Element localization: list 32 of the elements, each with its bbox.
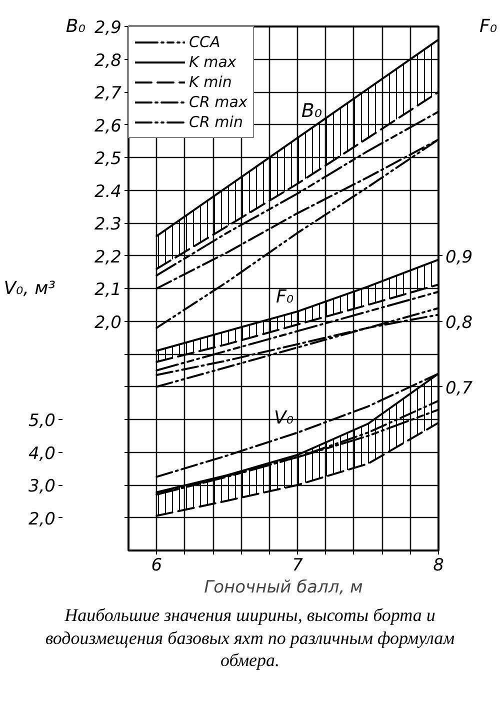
y3-tick-label: 5,0 [28,411,56,431]
x-tick-label: 8 [433,556,444,576]
y-tick-label: 2,7 [94,84,122,104]
text: Наибольшие значения ширины, высоты борта и водоизмещения базовых яхт по различным формулам обмера. [44,604,456,672]
y-axis-title: B₀ [66,16,86,37]
y-tick-label: 2,2 [94,247,122,268]
legend-label: CR max [189,93,248,111]
y-tick-label: 2,1 [94,280,122,300]
legend-label: K max [189,53,236,71]
x-tick-label: 7 [292,556,304,576]
legend-label: CCA [189,33,220,51]
y-tick-label: 2,8 [94,50,122,71]
y2-tick-label: 0,7 [446,378,473,398]
legend-label: K min [189,73,232,91]
y2-tick-label: 0,9 [446,247,473,268]
y-tick-label: 2,6 [94,116,122,136]
annotation: B₀ [301,100,322,122]
y-tick-label: 2.3 [94,214,122,234]
y-tick-label: 2,9 [94,18,122,38]
legend-label: CR min [189,113,243,131]
y2-axis-title: F₀ [480,16,498,37]
y3-tick-label: 2,0 [28,509,56,530]
y3-tick-label: 3,0 [28,476,56,496]
y3-tick-label: 4,0 [28,444,56,464]
y3-axis-title: V₀, м³ [4,278,56,299]
y2-tick-label: 0,8 [446,312,473,333]
x-tick-label: 6 [151,556,162,576]
y-tick-label: 2,0 [94,312,122,333]
x-axis-title: Гоночный балл, м [204,578,364,598]
y-tick-label: 2,5 [94,149,122,169]
y-tick-label: 2.4 [94,182,122,202]
series-label: F₀ [276,286,294,308]
